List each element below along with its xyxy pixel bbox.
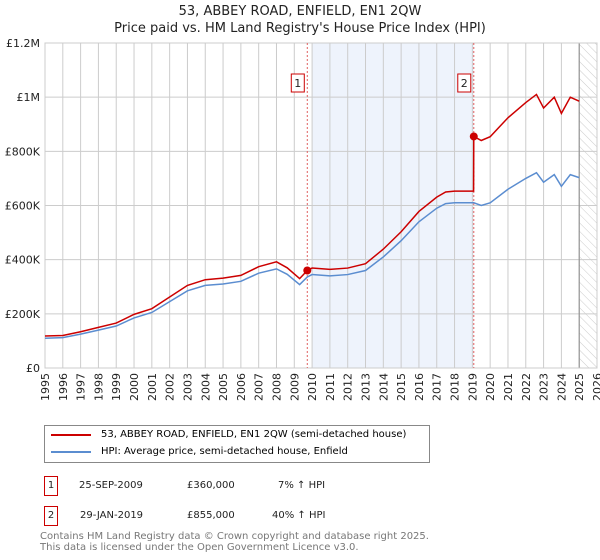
x-tick-label: 2000 bbox=[128, 373, 141, 401]
x-tick-label: 2020 bbox=[484, 373, 497, 401]
y-tick-label: £200K bbox=[5, 308, 41, 321]
plot-area: 1995 1996 1997 1998 1999 2000 2001 2002 2003 2004… bbox=[5, 37, 600, 401]
x-tick-label: 2011 bbox=[324, 373, 337, 401]
sale-point bbox=[469, 132, 478, 141]
x-tick-label: 2012 bbox=[342, 373, 355, 401]
y-tick-label: £1M bbox=[17, 91, 41, 104]
y-tick-label: £600K bbox=[5, 200, 41, 213]
x-tick-label: 2003 bbox=[181, 373, 194, 401]
footer: Contains HM Land Registry data © Crown c… bbox=[40, 531, 429, 553]
legend-swatch-hpi bbox=[51, 450, 91, 453]
chart-title: 53, ABBEY ROAD, ENFIELD, EN1 2QW bbox=[178, 4, 422, 19]
sale-hpi-diff: 7% ↑ HPI bbox=[278, 480, 326, 491]
x-tick-label: 2001 bbox=[146, 373, 159, 401]
x-tick-label: 2019 bbox=[466, 373, 479, 401]
sale-label-box bbox=[457, 73, 472, 93]
x-tick-label: 2023 bbox=[538, 373, 551, 401]
sale-price: £360,000 bbox=[187, 480, 235, 491]
y-tick-label: £800K bbox=[5, 145, 41, 158]
x-tick-label: 1997 bbox=[75, 373, 88, 401]
y-tick-label: £400K bbox=[5, 254, 41, 267]
x-tick-label: 2010 bbox=[306, 373, 319, 401]
x-tick-label: 2008 bbox=[270, 373, 283, 401]
x-tick-label: 1995 bbox=[39, 373, 52, 401]
sale-date: 25-SEP-2009 bbox=[79, 480, 143, 491]
y-tick-label: £1.2M bbox=[6, 37, 40, 50]
sale-hpi-diff: 40% ↑ HPI bbox=[272, 510, 326, 521]
sale-label: 2 bbox=[461, 77, 468, 90]
sale-row-2: 2 29-JAN-2019 £855,000 40% ↑ HPI bbox=[44, 506, 444, 526]
x-tick-label: 2018 bbox=[449, 373, 462, 401]
chart-subtitle: Price paid vs. HM Land Registry's House … bbox=[114, 21, 486, 36]
x-tick-label: 2015 bbox=[395, 373, 408, 401]
x-tick-label: 2016 bbox=[413, 373, 426, 401]
footer-line: Contains HM Land Registry data © Crown c… bbox=[40, 531, 429, 542]
legend-label-hpi: HPI: Average price, semi-detached house,… bbox=[101, 446, 348, 457]
x-tick-label: 2021 bbox=[502, 373, 515, 401]
sale-marker-box: 1 bbox=[44, 476, 58, 496]
x-tick-label: 1999 bbox=[110, 373, 123, 401]
x-tick-label: 2026 bbox=[591, 373, 600, 401]
x-tick-label: 2014 bbox=[377, 373, 390, 401]
footer-line: This data is licensed under the Open Gov… bbox=[40, 542, 359, 553]
x-tick-label: 1996 bbox=[57, 373, 70, 401]
x-tick-label: 2022 bbox=[520, 373, 533, 401]
property-line bbox=[44, 93, 580, 337]
y-tick-label: £0 bbox=[26, 362, 40, 375]
x-tick-label: 2017 bbox=[431, 373, 444, 401]
sale-label: 1 bbox=[294, 77, 301, 90]
plot-border bbox=[44, 42, 598, 369]
x-tick-label: 1998 bbox=[92, 373, 105, 401]
x-tick-label: 2025 bbox=[573, 373, 586, 401]
legend-label-property: 53, ABBEY ROAD, ENFIELD, EN1 2QW (semi-d… bbox=[101, 429, 407, 440]
legend: 53, ABBEY ROAD, ENFIELD, EN1 2QW (semi-d… bbox=[44, 425, 430, 463]
x-tick-label: 2004 bbox=[199, 373, 212, 401]
x-tick-label: 2007 bbox=[253, 373, 266, 401]
sale-row-1: 1 25-SEP-2009 £360,000 7% ↑ HPI bbox=[44, 476, 444, 496]
sale-date: 29-JAN-2019 bbox=[80, 510, 144, 521]
sale-price: £855,000 bbox=[187, 510, 235, 521]
x-tick-label: 2013 bbox=[360, 373, 373, 401]
sale-point bbox=[303, 266, 312, 275]
sale-marker-box: 2 bbox=[44, 506, 58, 526]
x-tick-label: 2024 bbox=[555, 373, 568, 401]
x-tick-label: 2005 bbox=[217, 373, 230, 401]
x-tick-label: 2002 bbox=[164, 373, 177, 401]
x-tick-label: 2009 bbox=[288, 373, 301, 401]
sale-label-box bbox=[290, 73, 305, 93]
hpi-line bbox=[44, 171, 580, 339]
legend-swatch-property bbox=[51, 433, 91, 436]
x-tick-label: 2006 bbox=[235, 373, 248, 401]
